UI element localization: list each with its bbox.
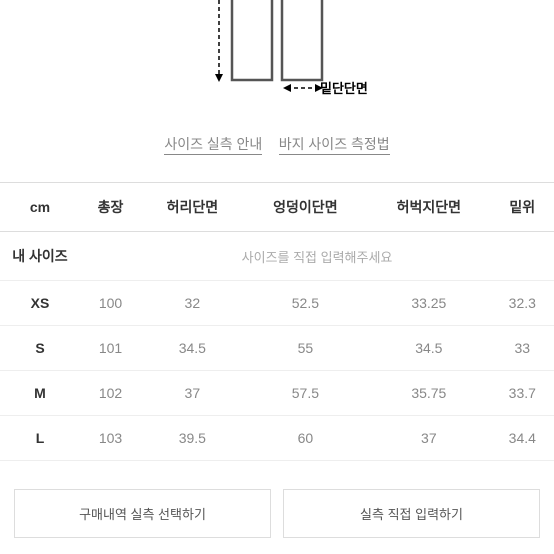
- col-header: 허리단면: [141, 183, 244, 232]
- size-cell: 101: [80, 326, 141, 371]
- unit-header: cm: [0, 183, 80, 232]
- col-header: 허벅지단면: [367, 183, 490, 232]
- size-cell: 35.75: [367, 371, 490, 416]
- size-method-link[interactable]: 바지 사이즈 측정법: [279, 136, 390, 155]
- size-cell: 102: [80, 371, 141, 416]
- purchase-history-button[interactable]: 구매내역 실측 선택하기: [14, 489, 271, 538]
- col-header: 밑위: [491, 183, 554, 232]
- size-cell: 57.5: [244, 371, 367, 416]
- size-table: cm 총장 허리단면 엉덩이단면 허벅지단면 밑위 내 사이즈 사이즈를 직접 …: [0, 182, 554, 461]
- bottom-buttons: 구매내역 실측 선택하기 실측 직접 입력하기: [0, 489, 554, 538]
- manual-input-button[interactable]: 실측 직접 입력하기: [283, 489, 540, 538]
- col-header: 총장: [80, 183, 141, 232]
- size-cell: 39.5: [141, 416, 244, 461]
- size-cell: 34.5: [367, 326, 490, 371]
- table-row: M 102 37 57.5 35.75 33.7: [0, 371, 554, 416]
- size-label: L: [0, 416, 80, 461]
- table-row: XS 100 32 52.5 33.25 32.3: [0, 281, 554, 326]
- size-guide-link[interactable]: 사이즈 실측 안내: [164, 136, 262, 155]
- table-header-row: cm 총장 허리단면 엉덩이단면 허벅지단면 밑위: [0, 183, 554, 232]
- size-cell: 37: [367, 416, 490, 461]
- size-cell: 33: [491, 326, 554, 371]
- size-cell: 60: [244, 416, 367, 461]
- table-row: S 101 34.5 55 34.5 33: [0, 326, 554, 371]
- size-label: XS: [0, 281, 80, 326]
- my-size-row[interactable]: 내 사이즈 사이즈를 직접 입력해주세요: [0, 232, 554, 281]
- size-cell: 33.25: [367, 281, 490, 326]
- my-size-placeholder[interactable]: 사이즈를 직접 입력해주세요: [80, 232, 554, 281]
- size-cell: 33.7: [491, 371, 554, 416]
- size-cell: 37: [141, 371, 244, 416]
- hem-label: 밑단단면: [320, 78, 368, 97]
- pants-diagram: 밑단단면: [0, 0, 554, 110]
- size-cell: 32: [141, 281, 244, 326]
- size-cell: 55: [244, 326, 367, 371]
- size-cell: 52.5: [244, 281, 367, 326]
- size-cell: 32.3: [491, 281, 554, 326]
- table-row: L 103 39.5 60 37 34.4: [0, 416, 554, 461]
- my-size-label: 내 사이즈: [0, 232, 80, 281]
- size-cell: 103: [80, 416, 141, 461]
- size-cell: 34.4: [491, 416, 554, 461]
- col-header: 엉덩이단면: [244, 183, 367, 232]
- size-cell: 34.5: [141, 326, 244, 371]
- size-cell: 100: [80, 281, 141, 326]
- size-links: 사이즈 실측 안내 바지 사이즈 측정법: [0, 134, 554, 154]
- size-label: S: [0, 326, 80, 371]
- size-label: M: [0, 371, 80, 416]
